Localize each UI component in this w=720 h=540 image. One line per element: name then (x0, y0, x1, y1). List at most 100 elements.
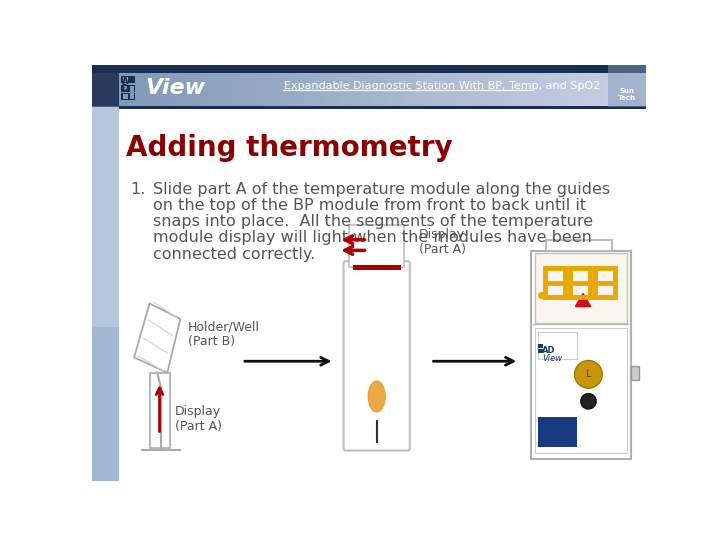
Bar (356, 65, 361, 107)
Bar (604, 65, 610, 107)
Text: A: A (122, 77, 128, 85)
Bar (583, 65, 588, 107)
Bar (382, 65, 388, 107)
Bar (177, 65, 182, 107)
Bar (171, 65, 177, 107)
Bar (122, 94, 128, 99)
Bar (534, 253, 627, 323)
Bar (539, 349, 543, 353)
Bar (462, 65, 467, 107)
Bar (119, 106, 647, 110)
Bar (536, 65, 541, 107)
Bar (203, 65, 209, 107)
Bar (266, 65, 272, 107)
Bar (130, 65, 135, 107)
Bar (534, 328, 627, 453)
Bar (256, 65, 261, 107)
Bar (335, 65, 341, 107)
Bar (325, 65, 330, 107)
Polygon shape (575, 294, 590, 307)
Text: View: View (542, 354, 562, 363)
Bar (546, 240, 611, 251)
Bar (150, 65, 156, 107)
Bar (346, 65, 351, 107)
Bar (520, 65, 526, 107)
Ellipse shape (368, 381, 385, 412)
Bar (166, 65, 172, 107)
Bar (599, 65, 604, 107)
Bar (246, 65, 251, 107)
Bar (121, 85, 135, 92)
Bar (251, 65, 256, 107)
Bar (135, 65, 140, 107)
Bar (145, 65, 150, 107)
Bar (377, 65, 383, 107)
Bar (293, 65, 299, 107)
Bar (504, 65, 510, 107)
Text: connected correctly.: connected correctly. (153, 247, 315, 261)
Bar (130, 85, 134, 99)
Bar (539, 345, 543, 348)
Bar (531, 251, 631, 459)
Bar (488, 65, 494, 107)
Text: Sun
Tech: Sun Tech (618, 87, 636, 100)
Text: snaps into place.  All the segments of the temperature: snaps into place. All the segments of th… (153, 214, 593, 229)
Bar (303, 65, 309, 107)
Text: AD: AD (542, 346, 556, 355)
Bar (539, 417, 577, 448)
Bar (208, 65, 214, 107)
Bar (514, 65, 520, 107)
Bar (398, 65, 404, 107)
Bar (277, 65, 283, 107)
Bar (230, 65, 235, 107)
Bar (441, 65, 446, 107)
Text: Display
(Part A): Display (Part A) (175, 405, 222, 433)
Bar (419, 65, 425, 107)
Bar (92, 65, 647, 72)
Bar (435, 65, 441, 107)
Bar (404, 65, 409, 107)
Bar (92, 65, 119, 107)
Bar (224, 65, 230, 107)
Bar (467, 65, 472, 107)
Bar (482, 65, 488, 107)
Bar (539, 332, 577, 359)
Bar (330, 65, 336, 107)
Bar (477, 65, 483, 107)
Bar (620, 65, 626, 107)
Bar (498, 65, 504, 107)
Bar (92, 327, 119, 481)
Bar (214, 65, 220, 107)
Text: 1.: 1. (130, 182, 145, 197)
Bar (150, 373, 170, 448)
Text: Expandable Diagnostic Station With BP, Temp, and SpO2: Expandable Diagnostic Station With BP, T… (284, 80, 600, 91)
Text: Slide part A of the temperature module along the guides: Slide part A of the temperature module a… (153, 182, 611, 197)
Bar (472, 65, 478, 107)
Bar (140, 65, 145, 107)
Bar (552, 65, 557, 107)
Text: Holder/Well
(Part B): Holder/Well (Part B) (188, 320, 260, 348)
Bar (562, 65, 567, 107)
Bar (271, 65, 277, 107)
Bar (525, 65, 531, 107)
Bar (161, 65, 166, 107)
Bar (121, 76, 135, 83)
Bar (641, 65, 647, 107)
Bar (530, 65, 536, 107)
Bar (451, 65, 456, 107)
Bar (430, 65, 436, 107)
Bar (361, 65, 367, 107)
Bar (182, 65, 188, 107)
Text: L: L (585, 369, 591, 379)
Bar (341, 65, 346, 107)
Bar (608, 65, 647, 107)
Bar (609, 65, 615, 107)
Bar (309, 65, 315, 107)
Bar (546, 65, 552, 107)
Bar (577, 65, 583, 107)
FancyBboxPatch shape (343, 261, 410, 450)
Bar (349, 225, 405, 267)
Bar (353, 265, 400, 271)
Bar (631, 366, 639, 380)
Bar (446, 65, 451, 107)
